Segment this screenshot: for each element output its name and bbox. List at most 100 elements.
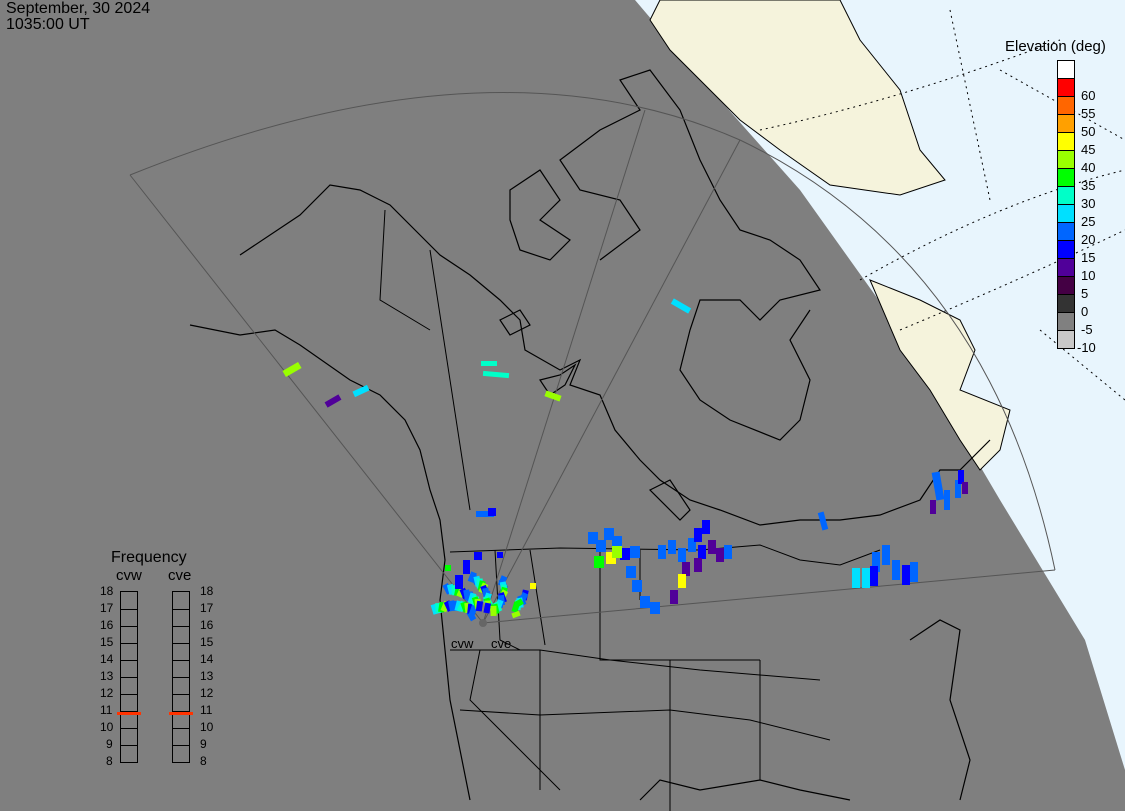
elevation-cell [596, 540, 606, 552]
legend-swatch [1057, 276, 1075, 295]
elevation-cell [670, 590, 678, 604]
frequency-tick-label: 18 [200, 584, 214, 598]
elevation-cell [892, 560, 900, 580]
elevation-cell [490, 605, 497, 616]
legend-swatch [1057, 294, 1075, 313]
elevation-cell [688, 538, 696, 552]
legend-label: 30 [1081, 196, 1096, 211]
elevation-cell [682, 562, 690, 576]
frequency-tick-label: 14 [100, 652, 114, 666]
elevation-cell [944, 490, 950, 510]
elevation-cell [670, 298, 692, 314]
time-label: 1035:00 UT [6, 16, 90, 33]
legend-swatch [1057, 330, 1075, 349]
legend-label: 15 [1081, 250, 1096, 265]
legend-swatch [1057, 186, 1075, 205]
frequency-marker [117, 712, 141, 716]
elevation-cell [474, 552, 482, 560]
frequency-title: Frequency [111, 549, 187, 566]
frequency-tick-label: 17 [100, 601, 114, 615]
legend-swatch [1057, 150, 1075, 169]
radar-label-cve: cve [491, 636, 512, 651]
greenland-land [649, 0, 946, 196]
frequency-tick-label: 8 [106, 754, 113, 768]
elevation-cell [514, 598, 524, 608]
frequency-tick-label: 14 [200, 652, 214, 666]
elevation-cell [482, 370, 510, 379]
legend-swatch [1057, 132, 1075, 151]
frequency-radar-name: cvw [116, 567, 142, 584]
legend-swatch [1057, 96, 1075, 115]
elevation-cell [870, 566, 878, 586]
elevation-cell [463, 560, 470, 574]
elevation-cell [476, 511, 494, 517]
elevation-cell [588, 532, 598, 544]
radar-site-marker [479, 619, 487, 627]
elevation-cell [324, 394, 342, 408]
legend-label: 55 [1081, 106, 1096, 121]
elevation-cell [962, 482, 968, 494]
legend-swatch [1057, 258, 1075, 277]
frequency-tick-label: 12 [100, 686, 114, 700]
elevation-cell [352, 384, 370, 398]
elevation-cell [678, 574, 686, 588]
elevation-cell [612, 536, 622, 548]
elevation-cell [931, 471, 945, 501]
legend-swatch [1057, 60, 1075, 79]
elevation-cell [668, 540, 676, 554]
elevation-cell [694, 528, 702, 542]
elevation-cell [702, 520, 710, 534]
frequency-tick-label: 12 [200, 686, 214, 700]
elevation-cell [640, 596, 650, 608]
frequency-tick-label: 16 [100, 618, 114, 632]
elevation-cell [626, 566, 636, 578]
legend-swatch [1057, 240, 1075, 259]
elevation-cell [910, 562, 918, 582]
frequency-tick-label: 10 [200, 720, 214, 734]
frequency-tick-label: 15 [100, 635, 114, 649]
daylight-region [635, 0, 1125, 770]
frequency-gauge [169, 591, 193, 763]
frequency-gauge [117, 591, 141, 763]
elevation-data-cells [282, 298, 968, 622]
elevation-cell [716, 548, 724, 562]
legend-swatch [1057, 222, 1075, 241]
elevation-cell [650, 602, 660, 614]
elevation-cell [606, 552, 616, 564]
frequency-tick-label: 8 [200, 754, 207, 768]
frequency-tick-label: 11 [200, 703, 213, 717]
elevation-cell [708, 540, 716, 554]
elevation-cell [282, 361, 302, 378]
header: September, 30 2024 1035:00 UT [6, 1, 150, 33]
elevation-cell [544, 390, 562, 402]
elevation-cell [483, 602, 492, 614]
elevation-cell [658, 545, 666, 559]
frequency-tick-label: 18 [100, 584, 114, 598]
labrador-land [869, 279, 1011, 471]
elevation-cell [475, 600, 484, 612]
frequency-tick-label: 17 [200, 601, 214, 615]
legend-label: 10 [1081, 268, 1096, 283]
frequency-tick-label: 15 [200, 635, 214, 649]
elevation-cell [724, 545, 732, 559]
elevation-cell [481, 361, 497, 366]
legend-label: 40 [1081, 160, 1096, 175]
legend-label: 60 [1081, 88, 1096, 103]
elevation-cell [930, 500, 936, 514]
elevation-cell [882, 545, 890, 565]
elevation-cell [530, 583, 536, 589]
elevation-cell [694, 558, 702, 572]
legend-swatch [1057, 78, 1075, 97]
elevation-cell [678, 548, 686, 562]
legend-label: 25 [1081, 214, 1096, 229]
elevation-cell [445, 565, 451, 571]
legend-label: -10 [1077, 340, 1096, 355]
legend-swatch [1057, 168, 1075, 187]
elevation-cell [817, 511, 829, 531]
frequency-tick-label: 16 [200, 618, 214, 632]
frequency-marker [169, 712, 193, 716]
coastlines [189, 69, 991, 801]
frequency-radar-name: cve [168, 567, 192, 584]
elevation-cell [604, 528, 614, 540]
